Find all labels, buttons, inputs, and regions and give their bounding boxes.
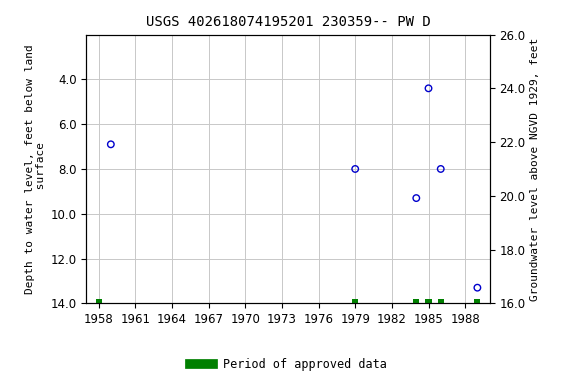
Point <box>424 85 433 91</box>
Legend: Period of approved data: Period of approved data <box>185 354 391 376</box>
Bar <box>474 300 480 303</box>
Bar <box>96 300 102 303</box>
Bar <box>426 300 431 303</box>
Bar <box>352 300 358 303</box>
Y-axis label: Depth to water level, feet below land
 surface: Depth to water level, feet below land su… <box>25 44 47 294</box>
Point <box>412 195 421 201</box>
Title: USGS 402618074195201 230359-- PW D: USGS 402618074195201 230359-- PW D <box>146 15 430 29</box>
Point <box>351 166 360 172</box>
Point <box>106 141 115 147</box>
Point <box>473 285 482 291</box>
Point <box>436 166 445 172</box>
Bar <box>413 300 419 303</box>
Bar <box>438 300 444 303</box>
Y-axis label: Groundwater level above NGVD 1929, feet: Groundwater level above NGVD 1929, feet <box>529 37 540 301</box>
